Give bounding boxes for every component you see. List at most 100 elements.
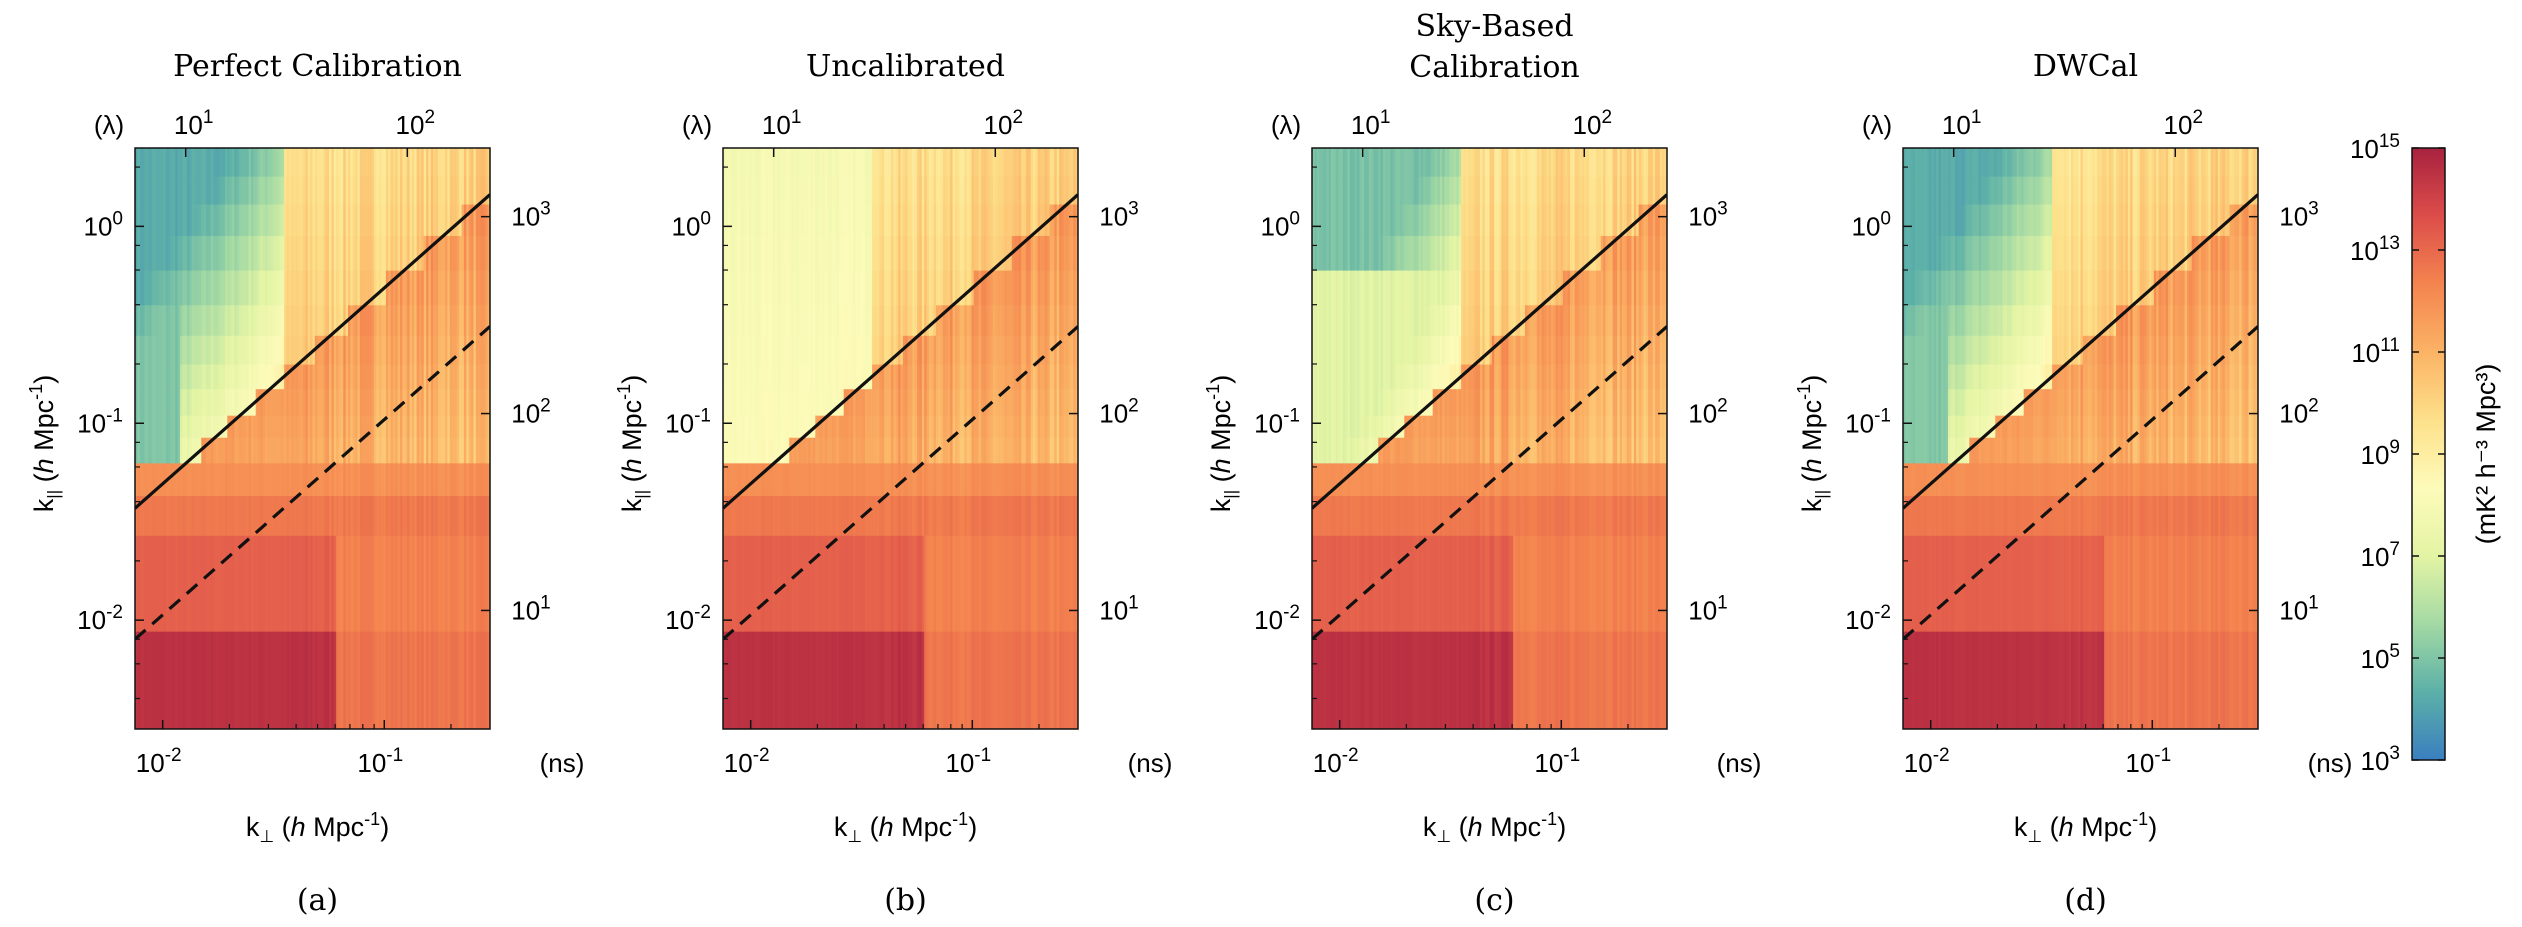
heatmap-cell — [381, 363, 385, 390]
heatmap-cell — [917, 235, 921, 271]
heatmap-cell — [926, 388, 930, 416]
heatmap-cell — [744, 235, 748, 271]
heatmap-cell — [1073, 363, 1077, 390]
heatmap-cell — [798, 148, 802, 177]
heatmap-cell — [229, 462, 233, 497]
heatmap-cell — [312, 176, 316, 205]
heatmap-cell — [317, 363, 321, 390]
heatmap-cell — [234, 335, 238, 365]
heatmap-cell — [461, 270, 465, 306]
heatmap-cell — [319, 148, 323, 177]
heatmap-cell — [865, 415, 868, 438]
heatmap-cell — [772, 203, 776, 236]
heatmap-cell — [269, 415, 273, 438]
heatmap-cell — [1040, 270, 1044, 306]
heatmap-cell — [478, 631, 482, 729]
heatmap-cell — [794, 176, 797, 205]
heatmap-cell — [433, 437, 437, 464]
heatmap-cell — [992, 363, 996, 390]
heatmap-cell — [355, 335, 359, 365]
heatmap-cell — [281, 270, 285, 306]
heatmap-cell — [487, 270, 490, 306]
heatmap-cell — [331, 495, 335, 536]
heatmap-cell — [1009, 335, 1013, 365]
heatmap-cell — [135, 235, 138, 271]
heatmap-cell — [194, 335, 198, 365]
heatmap-cell — [876, 176, 880, 205]
heatmap-cell — [343, 235, 347, 271]
heatmap-cell — [914, 535, 918, 632]
heatmap-cell — [945, 148, 949, 177]
heatmap-cell — [1054, 203, 1058, 236]
heatmap-cell — [269, 437, 273, 464]
heatmap-cell — [187, 148, 191, 177]
heatmap-cell — [850, 535, 854, 632]
heatmap-cell — [770, 437, 774, 464]
heatmap-cell — [137, 388, 141, 416]
heatmap-cell — [770, 388, 774, 416]
heatmap-cell — [324, 388, 328, 416]
heatmap-cell — [1312, 363, 1315, 390]
heatmap-cell — [744, 203, 748, 236]
heatmap-cell — [756, 335, 760, 365]
heatmap-cell — [213, 203, 217, 236]
heatmap-cell — [400, 631, 404, 729]
heatmap-cell — [950, 631, 954, 729]
heatmap-cell — [1316, 235, 1320, 271]
heatmap-cell — [482, 335, 486, 365]
heatmap-cell — [860, 270, 864, 306]
heatmap-cell — [258, 535, 262, 632]
heatmap-cell — [1342, 495, 1346, 536]
heatmap-cell — [931, 335, 935, 365]
heatmap-cell — [936, 235, 939, 271]
heatmap-cell — [817, 495, 821, 536]
heatmap-cell — [905, 148, 909, 177]
heatmap-cell — [208, 304, 212, 336]
heatmap-cell — [786, 631, 790, 729]
heatmap-cell — [312, 270, 316, 306]
heatmap-cell — [846, 203, 850, 236]
heatmap-cell — [1312, 495, 1315, 536]
heatmap-cell — [144, 535, 148, 632]
heatmap-cell — [293, 415, 297, 438]
heatmap-cell — [760, 304, 764, 336]
heatmap-cell — [886, 388, 890, 416]
heatmap-cell — [326, 335, 330, 365]
heatmap-cell — [137, 462, 141, 497]
heatmap-cell — [338, 176, 342, 205]
heatmap-cell — [381, 631, 385, 729]
heatmap-cell — [1054, 363, 1058, 390]
heatmap-cell — [255, 203, 259, 236]
heatmap-cell — [179, 203, 183, 236]
heatmap-cell — [1335, 388, 1339, 416]
heatmap-cell — [232, 462, 235, 497]
heatmap-cell — [1051, 235, 1055, 271]
heatmap-cell — [730, 203, 734, 236]
heatmap-cell — [1333, 535, 1337, 632]
heatmap-cell — [234, 631, 238, 729]
heatmap-cell — [329, 203, 333, 236]
heatmap-cell — [753, 235, 757, 271]
heatmap-cell — [319, 462, 323, 497]
heatmap-cell — [926, 203, 930, 236]
heatmap-cell — [952, 388, 956, 416]
heatmap-cell — [739, 235, 743, 271]
heatmap-cell — [208, 363, 212, 390]
heatmap-cell — [357, 304, 361, 336]
heatmap-cell — [857, 148, 861, 177]
heatmap-cell — [454, 437, 458, 464]
heatmap-cell — [1068, 235, 1072, 271]
heatmap-cell — [407, 235, 411, 271]
heatmap-cell — [433, 148, 437, 177]
heatmap-cell — [980, 388, 984, 416]
heatmap-cell — [345, 462, 349, 497]
heatmap-cell — [962, 535, 965, 632]
heatmap-cell — [189, 235, 193, 271]
heatmap-cell — [355, 270, 359, 306]
heatmap-cell — [978, 415, 982, 438]
heatmap-cell — [943, 176, 947, 205]
heatmap-cell — [881, 631, 885, 729]
heatmap-cell — [767, 335, 771, 365]
heatmap-cell — [250, 495, 254, 536]
heatmap-cell — [1338, 495, 1341, 536]
